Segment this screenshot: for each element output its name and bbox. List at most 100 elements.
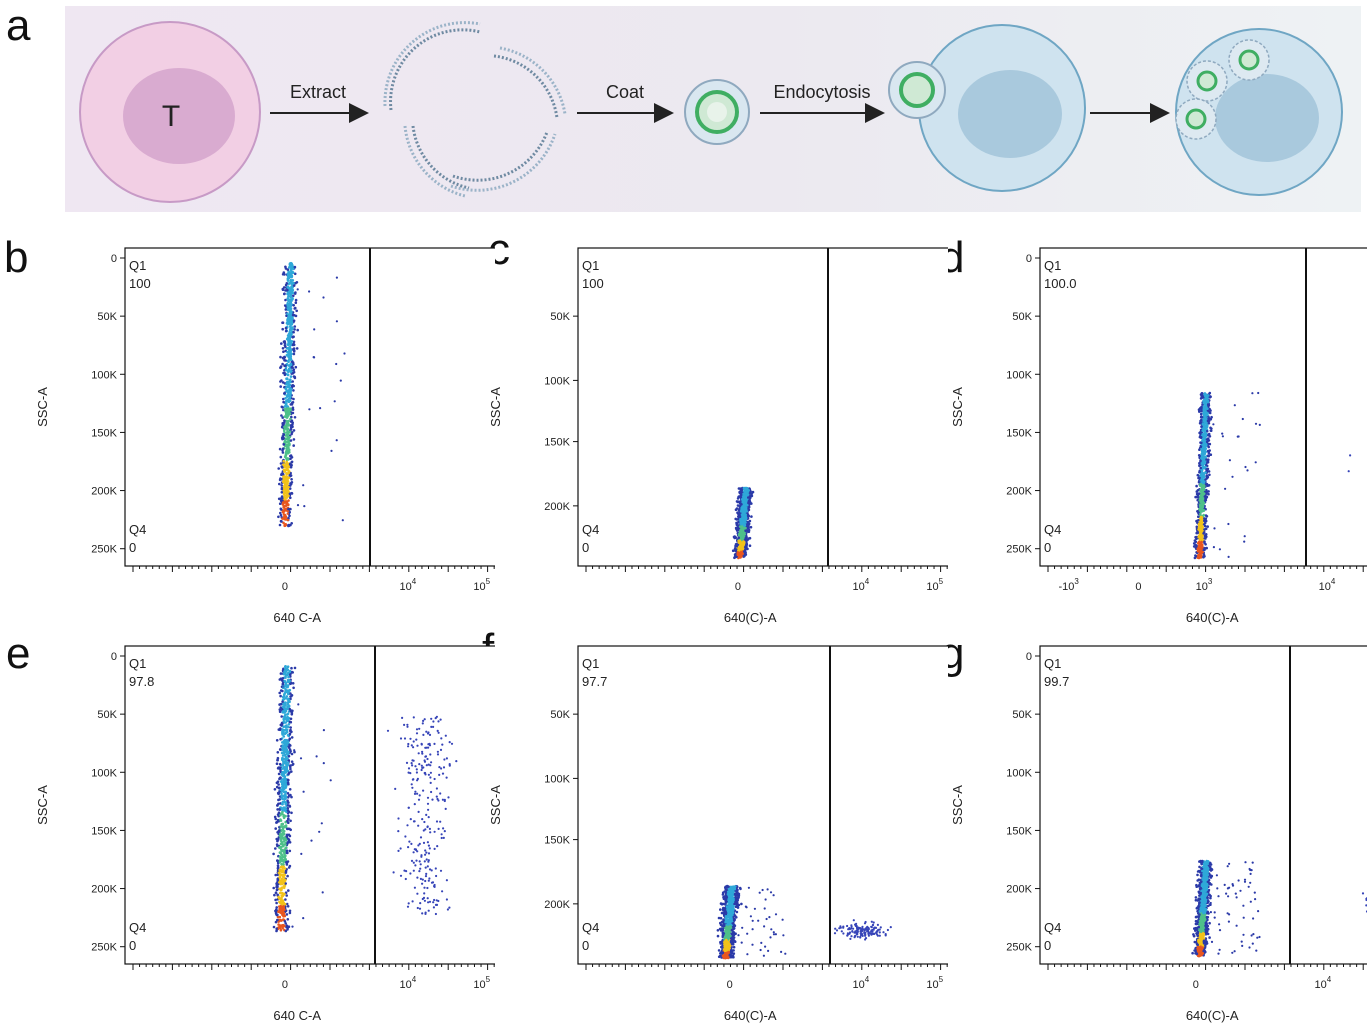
y-tick-label: 100K bbox=[91, 767, 117, 779]
y-tick-label: 50K bbox=[550, 709, 570, 721]
y-tick-label: 250K bbox=[91, 544, 117, 556]
membrane-fragments bbox=[383, 21, 567, 198]
y-axis-label: SSC-A bbox=[950, 387, 965, 427]
y-tick-label: 50K bbox=[550, 311, 570, 323]
event-dots bbox=[277, 261, 346, 528]
x-tick-label: 104 bbox=[1315, 975, 1332, 991]
q4-value: 0 bbox=[129, 540, 136, 555]
y-tick-label: 250K bbox=[1006, 942, 1032, 954]
q4-name: Q4 bbox=[582, 522, 599, 537]
q1-value: 100 bbox=[582, 276, 604, 291]
x-tick-label: 104 bbox=[853, 975, 870, 991]
y-tick-label: 250K bbox=[91, 942, 117, 954]
y-tick-label: 50K bbox=[1012, 709, 1032, 721]
x-axis-label: 640 C-A bbox=[273, 610, 321, 625]
y-tick-label: 0 bbox=[1026, 651, 1032, 663]
y-tick-label: 100K bbox=[91, 369, 117, 381]
y-tick-label: 50K bbox=[1012, 311, 1032, 323]
event-dots bbox=[1191, 859, 1367, 958]
y-tick-label: 100K bbox=[1006, 767, 1032, 779]
panel-letter-a: a bbox=[6, 1, 31, 50]
flow-plot-b: 250K 200K 150K 100K 50K 0 0 104 105 640 C-A SSC-A Q… bbox=[35, 240, 495, 635]
label-endocytosis: Endocytosis bbox=[773, 82, 870, 102]
flow-plot-d: 250K200K150K100K50K0-1030103104105640(C)… bbox=[950, 240, 1367, 635]
y-tick-label: 150K bbox=[544, 835, 570, 847]
q4-name: Q4 bbox=[582, 920, 599, 935]
q4-name: Q4 bbox=[1044, 522, 1061, 537]
x-tick-label: 105 bbox=[926, 975, 943, 991]
y-tick-label: 250K bbox=[1006, 544, 1032, 556]
docking-nanoparticle bbox=[888, 61, 946, 119]
x-axis-label: 640(C)-A bbox=[724, 610, 777, 625]
flow-plot-f: 200K 150K 100K 50K 0 104 105 640(C)-A SSC-A Q1 97.… bbox=[488, 638, 948, 1033]
q1-name: Q1 bbox=[1044, 258, 1061, 273]
y-axis-label: SSC-A bbox=[950, 785, 965, 825]
y-axis-label: SSC-A bbox=[35, 387, 50, 427]
x-tick-label: 104 bbox=[1319, 577, 1336, 593]
flow-plot-e: 250K 200K 150K 100K 50K 0 0 104 105 640 C-A SSC-A Q… bbox=[35, 638, 495, 1033]
y-tick-label: 100K bbox=[544, 773, 570, 785]
q4-name: Q4 bbox=[129, 522, 146, 537]
q1-value: 97.7 bbox=[582, 674, 607, 689]
q1-value: 99.7 bbox=[1044, 674, 1069, 689]
event-dots bbox=[716, 884, 892, 960]
coated-nanoparticle bbox=[684, 79, 750, 145]
y-tick-label: 150K bbox=[1006, 427, 1032, 439]
event-dots bbox=[272, 665, 458, 933]
y-tick-label: 150K bbox=[1006, 825, 1032, 837]
y-tick-label: 100K bbox=[1006, 369, 1032, 381]
flow-plot-g: 250K200K150K100K50K00104105640(C)-ASSC-A… bbox=[950, 638, 1367, 1033]
y-tick-label: 0 bbox=[111, 651, 117, 663]
x-tick-label: 0 bbox=[1193, 979, 1199, 991]
y-tick-label: 0 bbox=[111, 253, 117, 265]
y-axis-label: SSC-A bbox=[488, 387, 503, 427]
y-tick-label: 150K bbox=[544, 437, 570, 449]
target-cell-internalized-nucleus bbox=[1215, 74, 1319, 162]
q4-value: 0 bbox=[582, 540, 589, 555]
y-tick-label: 0 bbox=[1026, 253, 1032, 265]
y-tick-label: 200K bbox=[1006, 486, 1032, 498]
x-tick-label: -103 bbox=[1059, 577, 1080, 593]
x-tick-label: 0 bbox=[282, 979, 288, 991]
x-tick-label: 0 bbox=[1135, 581, 1141, 593]
x-tick-label: 105 bbox=[473, 577, 490, 593]
q1-value: 100.0 bbox=[1044, 276, 1077, 291]
t-cell-label: T bbox=[162, 100, 180, 133]
q1-name: Q1 bbox=[582, 258, 599, 273]
x-axis-label: 640(C)-A bbox=[1186, 610, 1239, 625]
y-tick-label: 200K bbox=[544, 501, 570, 513]
plot-frame bbox=[124, 645, 495, 965]
y-axis-label: SSC-A bbox=[35, 785, 50, 825]
x-axis-label: 640(C)-A bbox=[1186, 1008, 1239, 1023]
q4-value: 0 bbox=[1044, 938, 1051, 953]
q4-value: 0 bbox=[129, 938, 136, 953]
event-dots bbox=[731, 486, 755, 560]
y-axis-label: SSC-A bbox=[488, 785, 503, 825]
x-tick-label: 105 bbox=[473, 975, 490, 991]
internalized-nanoparticles bbox=[1175, 39, 1270, 140]
plot-frame bbox=[577, 247, 948, 567]
panel-letter-b: b bbox=[4, 233, 29, 282]
flow-plot-c: 200K 150K 100K 50K 0 104 105 640(C)-A SSC-A Q1 100… bbox=[488, 240, 948, 635]
q1-value: 97.8 bbox=[129, 674, 154, 689]
x-axis-label: 640(C)-A bbox=[724, 1008, 777, 1023]
q1-name: Q1 bbox=[1044, 656, 1061, 671]
t-cell-nucleus bbox=[123, 68, 235, 164]
x-axis-label: 640 C-A bbox=[273, 1008, 321, 1023]
y-tick-label: 200K bbox=[1006, 884, 1032, 896]
y-tick-label: 150K bbox=[91, 825, 117, 837]
y-tick-label: 50K bbox=[97, 311, 117, 323]
schematic-diagram: T Extract Coat Endocytosis bbox=[65, 6, 1361, 212]
x-tick-label: 105 bbox=[926, 577, 943, 593]
x-tick-label: 104 bbox=[400, 975, 417, 991]
q4-name: Q4 bbox=[129, 920, 146, 935]
label-extract: Extract bbox=[290, 82, 346, 102]
q4-name: Q4 bbox=[1044, 920, 1061, 935]
q1-value: 100 bbox=[129, 276, 151, 291]
x-tick-label: 104 bbox=[853, 577, 870, 593]
y-tick-label: 50K bbox=[97, 709, 117, 721]
y-tick-label: 200K bbox=[91, 486, 117, 498]
x-tick-label: 0 bbox=[282, 581, 288, 593]
label-coat: Coat bbox=[606, 82, 644, 102]
x-tick-label: 103 bbox=[1196, 577, 1213, 593]
